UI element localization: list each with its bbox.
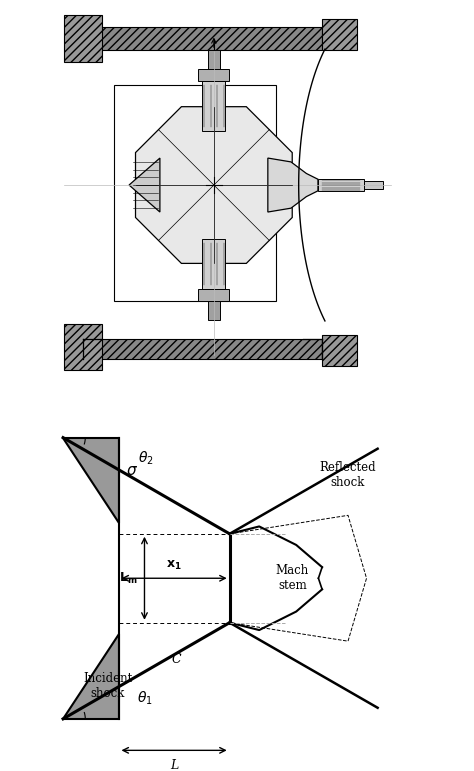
Bar (364, 181, 383, 189)
Polygon shape (268, 158, 318, 212)
Polygon shape (136, 106, 292, 264)
Text: Reflected
shock: Reflected shock (319, 460, 376, 489)
Polygon shape (63, 438, 118, 523)
Bar (322, 335, 356, 366)
Text: $\theta_1$: $\theta_1$ (137, 690, 152, 707)
Bar (208, 301, 219, 320)
Bar (199, 69, 229, 81)
Bar (208, 50, 219, 69)
Bar (202, 239, 226, 289)
Text: $\theta_2$: $\theta_2$ (138, 449, 154, 466)
Bar (322, 19, 356, 50)
Bar (83, 339, 322, 359)
Bar (83, 27, 322, 50)
Bar (114, 85, 275, 301)
Text: $\mathbf{x_1}$: $\mathbf{x_1}$ (166, 559, 182, 572)
Bar (64, 15, 102, 62)
Bar (202, 81, 226, 131)
Bar (318, 179, 364, 191)
Text: $\mathbf{L_m}$: $\mathbf{L_m}$ (118, 571, 137, 586)
Bar (199, 289, 229, 301)
Polygon shape (63, 634, 118, 719)
Bar (64, 324, 102, 370)
Polygon shape (129, 158, 160, 212)
Text: C: C (171, 653, 181, 666)
Text: Incident
shock: Incident shock (83, 672, 132, 699)
Text: $\sigma$: $\sigma$ (126, 463, 137, 479)
Text: Mach
stem: Mach stem (276, 564, 309, 592)
Text: L: L (170, 759, 178, 771)
